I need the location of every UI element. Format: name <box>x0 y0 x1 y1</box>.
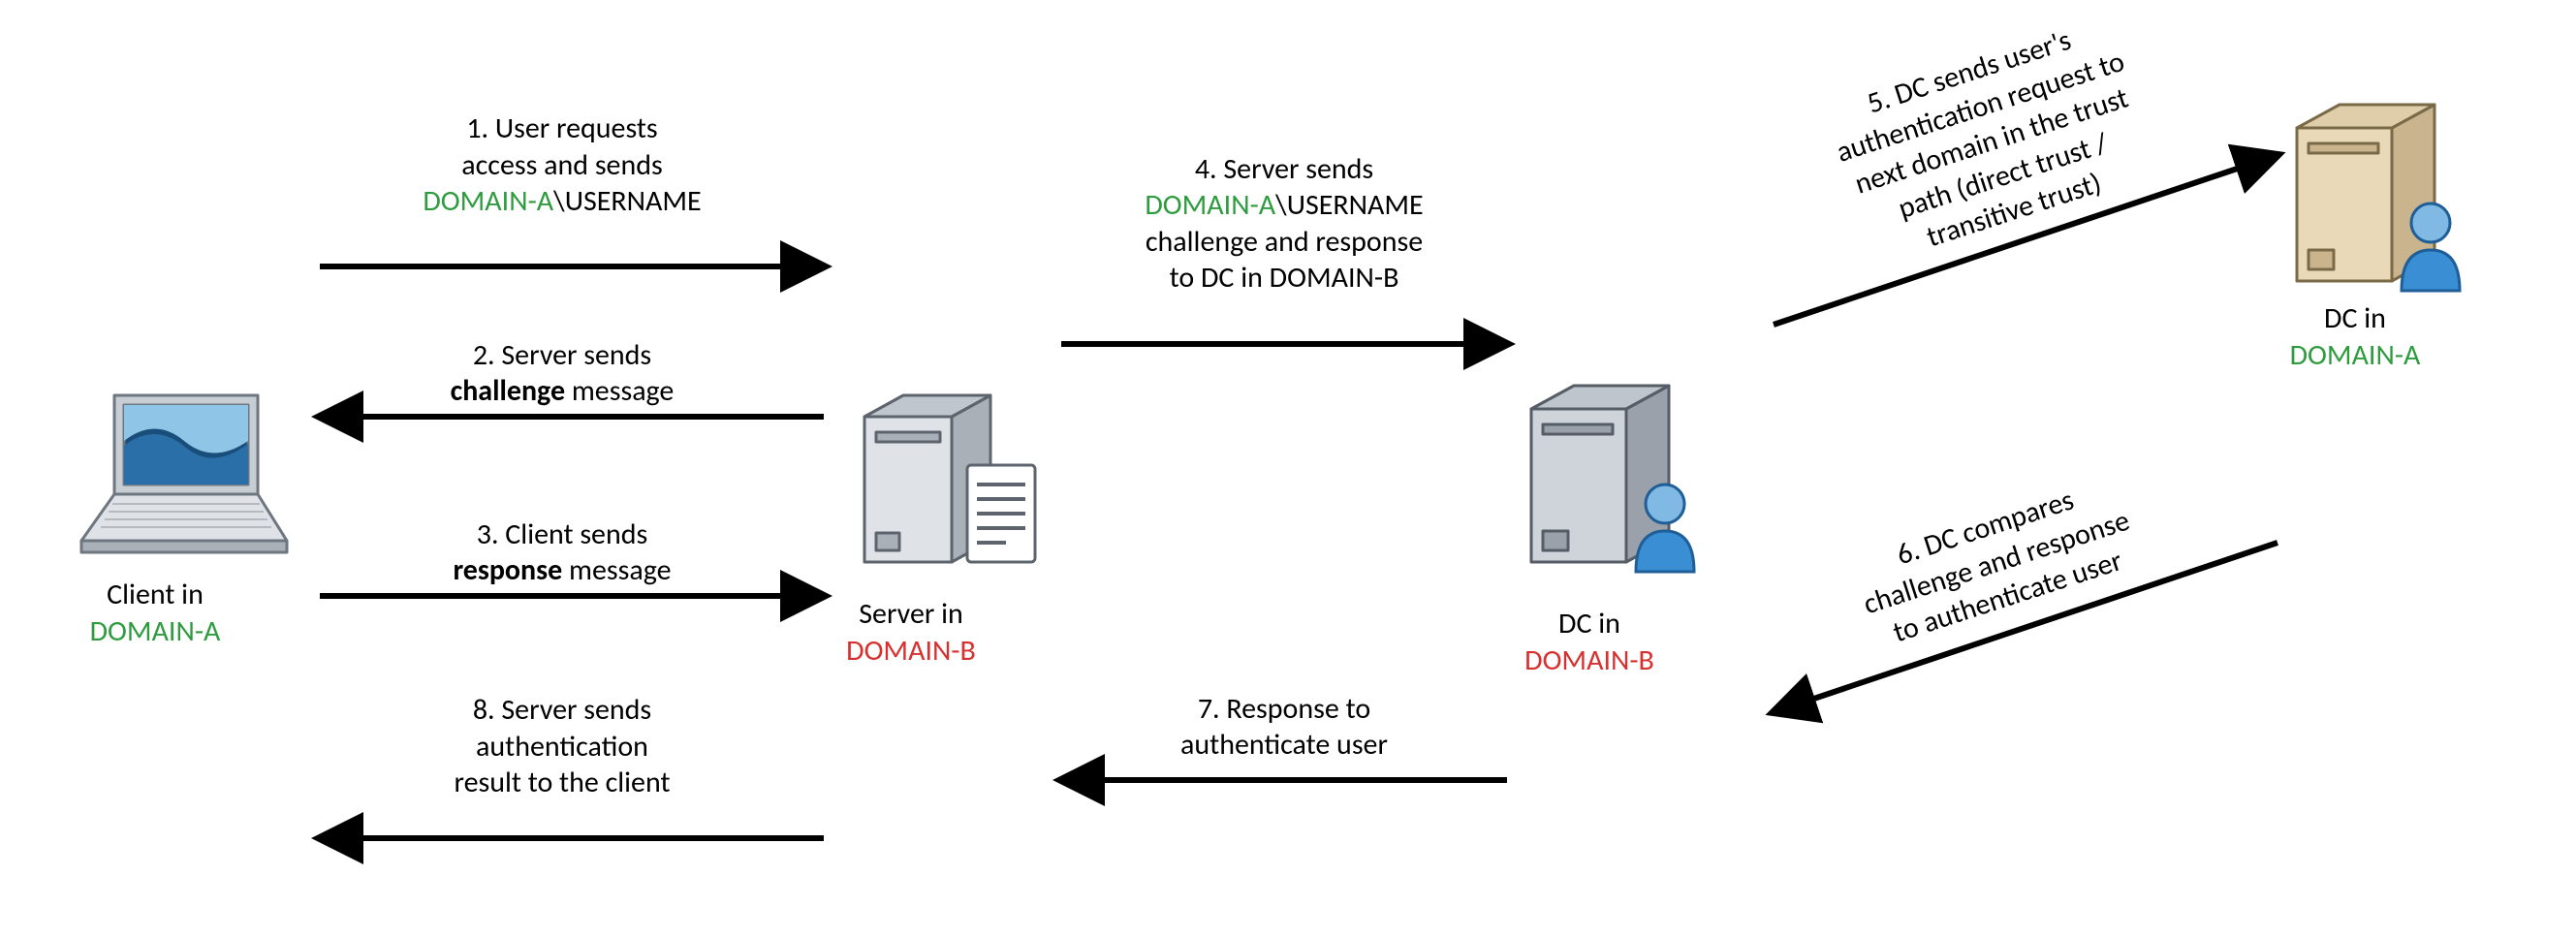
step-7-label: 7. Response toauthenticate user <box>1013 691 1555 764</box>
dc-a-label: DC inDOMAIN-A <box>2210 300 2500 373</box>
client-label: Client inDOMAIN-A <box>10 577 300 649</box>
step-4-label: 4. Server sendsDOMAIN-A\USERNAMEchalleng… <box>1013 151 1555 297</box>
server-label: Server inDOMAIN-B <box>766 596 1056 669</box>
step-8-label: 8. Server sendsauthenticationresult to t… <box>291 692 833 801</box>
step-1-label: 1. User requestsaccess and sendsDOMAIN-A… <box>291 110 833 220</box>
diagram-canvas: Client inDOMAIN-A Server inDOMAIN-B DC i… <box>0 0 2576 938</box>
dc-b-label: DC inDOMAIN-B <box>1444 606 1735 678</box>
step-3-label: 3. Client sendsresponse message <box>291 516 833 589</box>
step-2-label: 2. Server sendschallenge message <box>291 337 833 410</box>
